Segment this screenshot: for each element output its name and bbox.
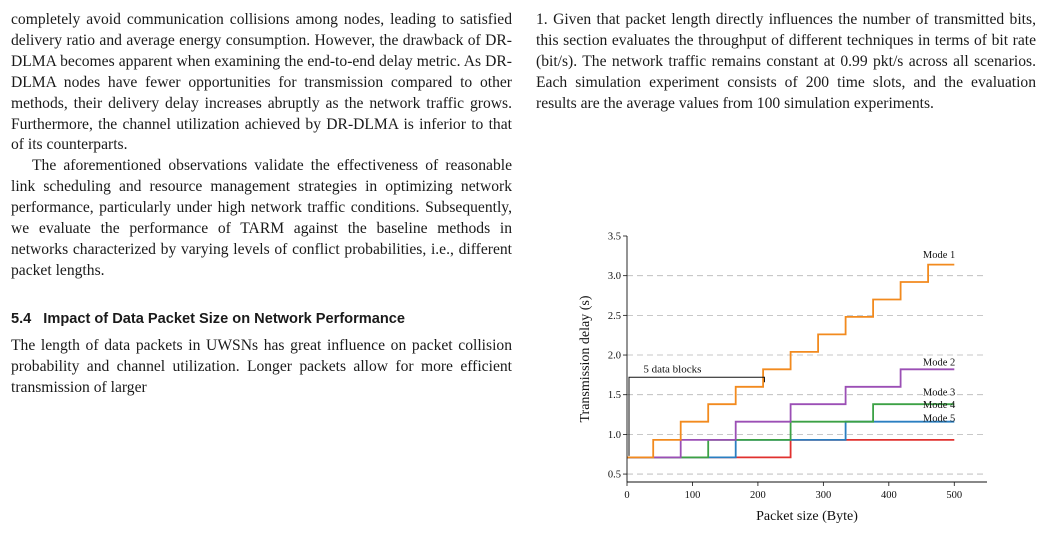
x-tick-label: 200 — [750, 490, 766, 501]
right-paragraph-1: 1. Given that packet length directly inf… — [536, 11, 1036, 112]
left-paragraph-2: The aforementioned observations validate… — [11, 157, 512, 279]
chart-annotation: 5 data blocks — [628, 363, 765, 456]
left-paragraph-3: The length of data packets in UWSNs has … — [11, 336, 512, 396]
x-tick-label: 300 — [815, 490, 831, 501]
section-title: Impact of Data Packet Size on Network Pe… — [43, 310, 406, 327]
series-line-mode-1 — [627, 263, 955, 459]
section-number: 5.4 — [11, 310, 32, 327]
series-line-mode-5 — [627, 439, 955, 459]
series-label-mode-2: Mode 2 — [923, 357, 955, 368]
series-label-mode-5: Mode 5 — [923, 414, 955, 425]
y-tick-label: 2.0 — [608, 351, 621, 362]
y-tick-label: 1.0 — [608, 430, 621, 441]
x-tick-label: 500 — [946, 490, 962, 501]
x-axis-label: Packet size (Byte) — [756, 509, 858, 524]
section-heading: 5.4 Impact of Data Packet Size on Network… — [11, 310, 512, 329]
right-column: 1. Given that packet length directly inf… — [536, 10, 1036, 115]
x-tick-label: 100 — [685, 490, 701, 501]
series-label-mode-1: Mode 1 — [923, 250, 955, 261]
x-tick-label: 0 — [624, 490, 629, 501]
annotation-text: 5 data blocks — [643, 363, 701, 375]
left-paragraph-1: completely avoid communication collision… — [11, 11, 512, 154]
chart-grid — [627, 275, 987, 475]
x-tick-label: 400 — [881, 490, 897, 501]
left-column: completely avoid communication collision… — [11, 10, 512, 399]
transmission-delay-chart: 5 data blocks 0.5 1.0 1.5 2.0 2.5 3.0 3.5 0 100 2… — [578, 232, 987, 524]
series-line-mode-2 — [627, 368, 955, 459]
annotation-bracket — [628, 376, 765, 456]
chart-series — [627, 263, 955, 459]
y-tick-label: 0.5 — [608, 470, 621, 481]
series-line-mode-3 — [627, 403, 955, 459]
y-tick-label: 1.5 — [608, 390, 621, 401]
y-tick-label: 3.5 — [608, 232, 621, 243]
y-tick-label: 3.0 — [608, 271, 621, 282]
y-tick-label: 2.5 — [608, 311, 621, 322]
series-label-mode-3: Mode 3 — [923, 388, 955, 399]
y-axis-label: Transmission delay (s) — [578, 295, 593, 422]
series-label-mode-4: Mode 4 — [923, 400, 956, 411]
chart-axes: 0.5 1.0 1.5 2.0 2.5 3.0 3.5 0 100 200 300 400 500 — [608, 232, 987, 501]
